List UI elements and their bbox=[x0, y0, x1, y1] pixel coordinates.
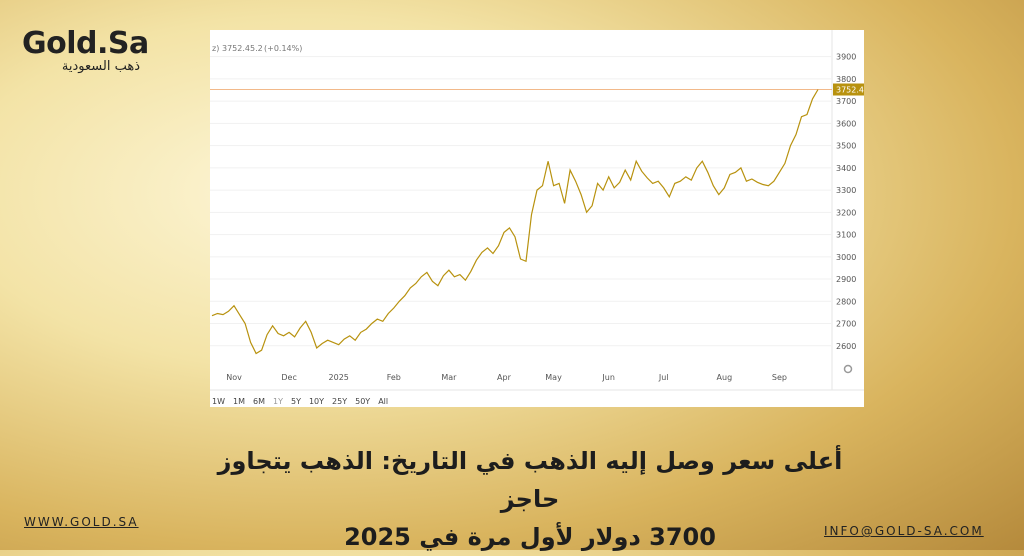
y-tick-label: 2600 bbox=[836, 342, 856, 351]
range-button[interactable]: 1M bbox=[233, 397, 245, 406]
y-tick-label: 3200 bbox=[836, 208, 856, 217]
header-change: 5.2 bbox=[250, 44, 263, 53]
x-tick-label: Jun bbox=[601, 373, 615, 382]
x-tick-label: May bbox=[545, 373, 562, 382]
headline-line: 3700 دولار لأول مرة في 2025 bbox=[344, 523, 716, 551]
x-tick-label: 2025 bbox=[329, 373, 349, 382]
y-tick-label: 3000 bbox=[836, 253, 856, 262]
y-tick-label: 2900 bbox=[836, 275, 856, 284]
website[interactable]: www.gold.sa bbox=[24, 515, 139, 529]
range-button[interactable]: 1W bbox=[212, 397, 225, 406]
range-button[interactable]: 6M bbox=[253, 397, 265, 406]
y-tick-label: 3100 bbox=[836, 231, 856, 240]
x-tick-label: Nov bbox=[226, 373, 242, 382]
header-change-pct: (+0.14%) bbox=[264, 44, 302, 53]
x-tick-label: Feb bbox=[387, 373, 401, 382]
header-last: 3752.4 bbox=[222, 44, 250, 53]
y-tick-label: 2700 bbox=[836, 320, 856, 329]
y-tick-label: 3500 bbox=[836, 142, 856, 151]
y-tick-label: 3300 bbox=[836, 186, 856, 195]
logo: Gold.Sa ذهب السعودية bbox=[22, 26, 149, 74]
last-price-label: 3752.4 bbox=[836, 86, 864, 95]
y-tick-label: 2800 bbox=[836, 297, 856, 306]
range-button[interactable]: 50Y bbox=[355, 397, 370, 406]
y-tick-label: 3900 bbox=[836, 53, 856, 62]
range-button[interactable]: 10Y bbox=[309, 397, 324, 406]
x-tick-label: Dec bbox=[281, 373, 296, 382]
x-tick-label: Mar bbox=[441, 373, 457, 382]
x-tick-label: Aug bbox=[717, 373, 733, 382]
settings-icon[interactable] bbox=[843, 364, 853, 374]
y-tick-label: 3800 bbox=[836, 75, 856, 84]
chart: z) 3752.4 5.2 (+0.14%) 2600 2700 2800 2900 3… bbox=[210, 30, 864, 407]
y-tick-label: 3400 bbox=[836, 164, 856, 173]
chart-panel bbox=[210, 30, 864, 407]
brand-tagline: ذهب السعودية bbox=[61, 59, 140, 74]
headline: أعلى سعر وصل إليه الذهب في التاريخ: الذه… bbox=[200, 442, 860, 556]
headline-line: أعلى سعر وصل إليه الذهب في التاريخ: الذه… bbox=[217, 447, 843, 513]
header-prefix: z) bbox=[212, 44, 219, 53]
last-price-box bbox=[833, 83, 864, 96]
email[interactable]: info@gold-sa.com bbox=[824, 524, 984, 538]
range-button[interactable]: 1Y bbox=[273, 397, 283, 406]
x-tick-label: Sep bbox=[772, 373, 787, 382]
y-tick-label: 3600 bbox=[836, 119, 856, 128]
x-tick-label: Apr bbox=[497, 373, 512, 382]
x-tick-label: Jul bbox=[658, 373, 669, 382]
price-line bbox=[211, 89, 819, 355]
y-tick-label: 3700 bbox=[836, 97, 856, 106]
range-button[interactable]: All bbox=[378, 397, 388, 406]
range-button[interactable]: 25Y bbox=[332, 397, 347, 406]
brand-name: Gold.Sa bbox=[22, 26, 149, 61]
range-button[interactable]: 5Y bbox=[291, 397, 301, 406]
